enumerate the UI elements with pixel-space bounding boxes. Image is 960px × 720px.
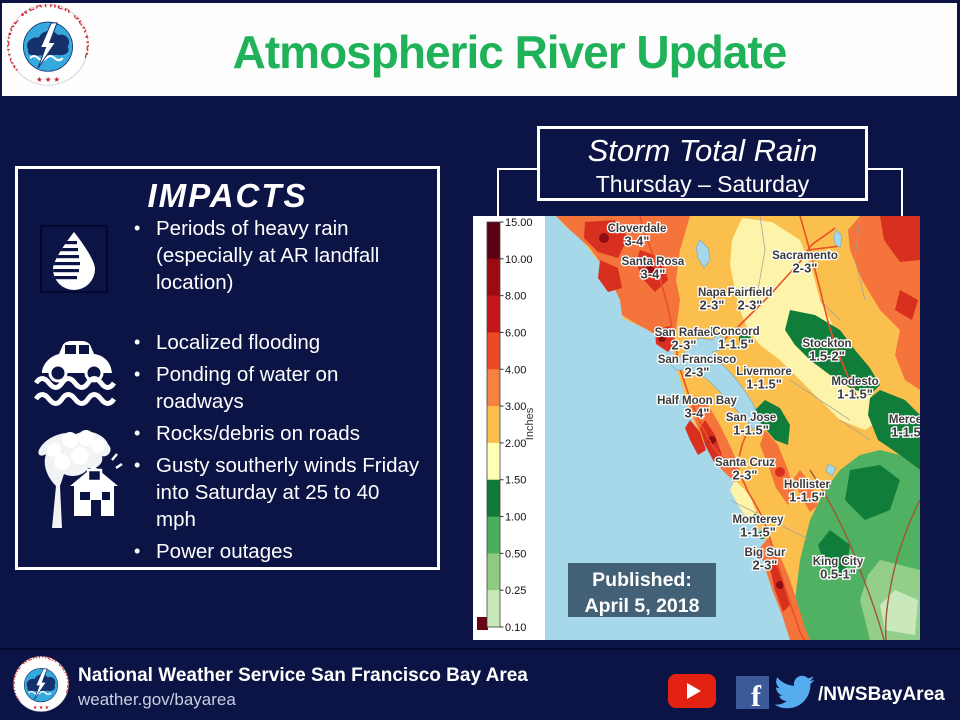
storm-title: Storm Total Rain bbox=[540, 133, 865, 169]
facebook-icon[interactable]: f bbox=[736, 676, 769, 709]
impact-item: Ponding of water on roadways bbox=[130, 361, 422, 415]
city-label: 2-3" bbox=[700, 298, 725, 313]
impact-item: Localized flooding bbox=[130, 329, 422, 356]
nws-footer-logo: NATIONAL WEATHER SERVICE ★ ★ ★ bbox=[13, 656, 69, 712]
footer-org-name: National Weather Service San Francisco B… bbox=[78, 665, 528, 687]
svg-text:15.00: 15.00 bbox=[505, 217, 533, 229]
svg-text:1.00: 1.00 bbox=[505, 512, 526, 524]
city-label: 2-3" bbox=[753, 558, 778, 573]
impacts-panel: IMPACTS bbox=[15, 166, 440, 570]
twitter-icon[interactable] bbox=[771, 672, 818, 712]
city-label: 1-1.5" bbox=[891, 425, 920, 440]
svg-text:4.00: 4.00 bbox=[505, 364, 526, 376]
youtube-icon[interactable] bbox=[668, 674, 716, 708]
svg-text:8.00: 8.00 bbox=[505, 291, 526, 303]
city-label: 0.5-1" bbox=[820, 567, 856, 582]
impact-item: Power outages bbox=[130, 538, 422, 565]
city-label: 2-3" bbox=[738, 298, 763, 313]
rainfall-map: Cloverdale3-4"Santa Rosa3-4"Sacramento2-… bbox=[473, 216, 920, 640]
published-label: Published: bbox=[568, 567, 716, 593]
svg-text:6.00: 6.00 bbox=[505, 327, 526, 339]
svg-text:0.25: 0.25 bbox=[505, 585, 526, 597]
infographic-root: { "header": { "title": "Atmospheric Rive… bbox=[0, 0, 960, 720]
svg-text:★ ★ ★: ★ ★ ★ bbox=[33, 705, 50, 711]
storm-subtitle: Thursday – Saturday bbox=[540, 171, 865, 198]
flooded-car-icon bbox=[34, 337, 116, 411]
city-label: 3-4" bbox=[641, 267, 666, 282]
svg-text:0.50: 0.50 bbox=[505, 548, 526, 560]
svg-text:f: f bbox=[751, 680, 762, 709]
city-label: 1-1.5" bbox=[733, 423, 769, 438]
wind-tree-house-icon bbox=[28, 424, 124, 536]
city-label: 1.5-2" bbox=[809, 349, 845, 364]
header-bar: Atmospheric River Update bbox=[2, 3, 957, 96]
social-handle[interactable]: /NWSBayArea bbox=[818, 684, 945, 706]
footer-divider bbox=[0, 648, 960, 650]
impact-item: Periods of heavy rain (especially at AR … bbox=[130, 215, 422, 296]
city-label: 2-3" bbox=[672, 338, 697, 353]
city-label: 1-1.5" bbox=[789, 490, 825, 505]
svg-text:10.00: 10.00 bbox=[505, 254, 533, 266]
city-label: 2-3" bbox=[733, 468, 758, 483]
city-label: 2-3" bbox=[685, 365, 710, 380]
svg-text:0.10: 0.10 bbox=[505, 622, 526, 634]
nws-logo: NATIONAL WEATHER SERVICE ★ ★ ★ bbox=[7, 4, 89, 86]
city-label: 3-4" bbox=[625, 234, 650, 249]
page-title: Atmospheric River Update bbox=[32, 25, 960, 79]
svg-text:1.50: 1.50 bbox=[505, 475, 526, 487]
impact-item: Gusty southerly winds Friday into Saturd… bbox=[130, 452, 422, 533]
city-label: 2-3" bbox=[793, 261, 818, 276]
published-date: April 5, 2018 bbox=[568, 593, 716, 619]
city-label: 3-4" bbox=[685, 406, 710, 421]
city-label: 1-1.5" bbox=[746, 377, 782, 392]
footer-url[interactable]: weather.gov/bayarea bbox=[78, 690, 236, 710]
raindrop-icon bbox=[40, 225, 108, 293]
city-label: 1-1.5" bbox=[740, 525, 776, 540]
storm-title-box: Storm Total Rain Thursday – Saturday bbox=[537, 126, 868, 201]
impacts-title: IMPACTS bbox=[18, 177, 437, 215]
city-label: 1-1.5" bbox=[837, 387, 873, 402]
impacts-list: Periods of heavy rain (especially at AR … bbox=[130, 215, 422, 570]
published-box: Published: April 5, 2018 bbox=[568, 563, 716, 617]
colorbar-unit-label: Inches bbox=[524, 407, 536, 440]
logo-stars: ★ ★ ★ bbox=[36, 75, 60, 84]
city-label: 1-1.5" bbox=[718, 337, 754, 352]
impact-item: Rocks/debris on roads bbox=[130, 420, 422, 447]
